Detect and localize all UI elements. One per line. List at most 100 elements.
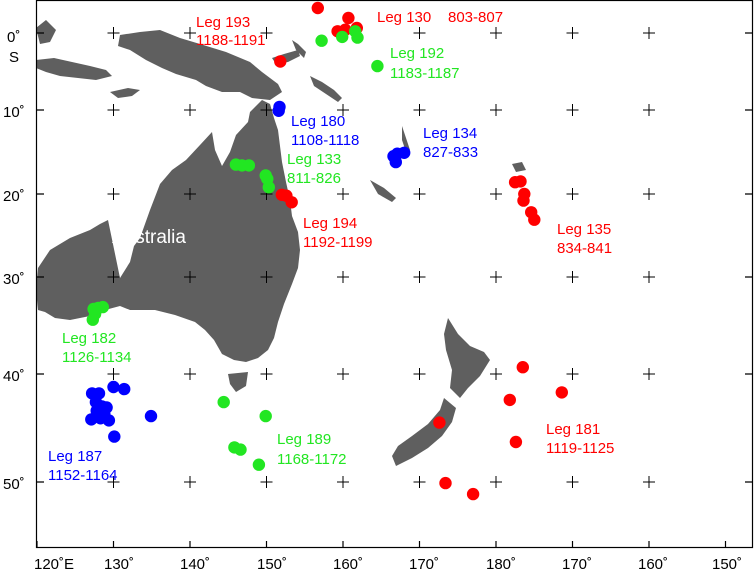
site-point (371, 59, 384, 73)
grid-cross (490, 27, 502, 39)
grid-cross (337, 188, 349, 200)
x-tick-label: 130˚ (104, 556, 134, 573)
grid-cross (184, 476, 196, 488)
grid-cross (643, 27, 655, 39)
site-point (336, 30, 349, 44)
site-point (85, 413, 98, 426)
grid-cross (490, 188, 502, 200)
site-point (398, 146, 411, 159)
x-tick-label: 150˚ (712, 556, 742, 573)
y-tick-label: 40˚ (3, 368, 25, 385)
leg-labels: Leg 193 1188-1191 Leg 130 803-807 Leg 19… (48, 9, 614, 484)
site-point (86, 313, 100, 326)
site-point (315, 34, 328, 47)
grid-cross (566, 27, 579, 39)
site-point (433, 416, 446, 429)
grid-cross (643, 368, 655, 380)
y-tick-label: 20˚ (3, 188, 25, 205)
grid-cross (184, 188, 196, 200)
leg-name: Leg 181 (546, 421, 600, 438)
lat-unit-label: S (9, 49, 19, 66)
leg-sites: 834-841 (557, 240, 612, 257)
site-point (252, 458, 266, 471)
grid-cross (490, 476, 502, 488)
site-point (107, 380, 120, 394)
leg-name: Leg 193 (196, 14, 250, 31)
site-point (439, 476, 452, 490)
leg-sites: 811-826 (287, 170, 341, 187)
leg-name: Leg 133 (287, 151, 341, 168)
site-point (466, 487, 480, 501)
leg-label-135: Leg 135 834-841 (557, 221, 612, 257)
land-new-guinea (118, 30, 282, 100)
grid-cross (184, 104, 196, 116)
site-point (311, 1, 324, 15)
leg-label-192: Leg 192 1183-1187 (390, 45, 460, 82)
land-fiji (512, 162, 526, 172)
leg-sites: 1152-1164 (48, 467, 118, 484)
x-tick-label: 140˚ (180, 556, 210, 573)
grid-cross (413, 368, 426, 380)
leg-sites: 1168-1172 (277, 451, 347, 468)
leg-label-187: Leg 187 1152-1164 (48, 448, 118, 484)
site-point (242, 159, 256, 172)
leg-name: Leg 192 (390, 45, 444, 62)
land-south-island-nz (392, 398, 456, 466)
grid-cross (337, 104, 349, 116)
y-tick-label: 30˚ (3, 271, 25, 288)
grid-cross (337, 271, 349, 283)
x-tick-label: 160˚ (638, 556, 668, 573)
grid-cross (107, 271, 120, 283)
site-point (514, 175, 527, 188)
grid-cross (413, 104, 426, 116)
y-tick-label: 50˚ (3, 476, 25, 493)
grid-cross (643, 271, 655, 283)
grid-cross (260, 104, 273, 116)
grid-cross (566, 368, 579, 380)
land-north-island-nz (444, 318, 490, 398)
site-point (262, 181, 275, 194)
leg-sites: 827-833 (423, 144, 478, 161)
land-tasmania (228, 372, 248, 392)
grid-cross (260, 476, 273, 488)
site-point (217, 395, 230, 409)
site-point (503, 393, 516, 407)
land-new-ireland (292, 40, 306, 58)
site-point (509, 435, 523, 449)
site-point (389, 155, 402, 169)
leg-name: Leg 189 (277, 431, 331, 448)
site-point (528, 213, 541, 226)
site-point (272, 104, 285, 118)
leg-name: Leg 182 (62, 330, 116, 347)
leg-name: Leg 187 (48, 448, 102, 465)
land-timor (110, 88, 140, 98)
leg-sites: 1119-1125 (546, 440, 614, 457)
leg-name: Leg 134 (423, 125, 477, 142)
grid-cross (184, 271, 196, 283)
leg-sites: 1108-1118 (291, 132, 359, 149)
drilling-site-points (85, 1, 568, 501)
grid-cross (643, 476, 655, 488)
land-solomon-islands (310, 76, 342, 102)
grid-cross (566, 188, 579, 200)
site-point (118, 382, 131, 396)
leg-sites: 1183-1187 (390, 65, 460, 82)
x-axis-tick-labels: 120˚E 130˚ 140˚ 150˚ 160˚ 170˚ 180˚ 170˚… (34, 556, 742, 573)
leg-sites: 1192-1199 (303, 234, 373, 251)
leg-label-194: Leg 194 1192-1199 (303, 215, 373, 251)
land-vanuatu (402, 126, 410, 152)
leg-label-189: Leg 189 1168-1172 (277, 431, 347, 468)
x-tick-label: 150˚ (257, 556, 287, 573)
grid-cross (337, 476, 349, 488)
x-tick-label: 170˚ (562, 556, 592, 573)
grid-cross (107, 188, 120, 200)
map-frame (35, 0, 754, 549)
leg-sites: 1188-1191 (196, 32, 266, 49)
grid-cross (184, 27, 196, 39)
grid-cross (413, 188, 426, 200)
grid-cross (566, 104, 579, 116)
site-point (102, 414, 116, 427)
leg-name: Leg 180 (291, 113, 345, 130)
leg-sites: 803-807 (448, 9, 503, 26)
